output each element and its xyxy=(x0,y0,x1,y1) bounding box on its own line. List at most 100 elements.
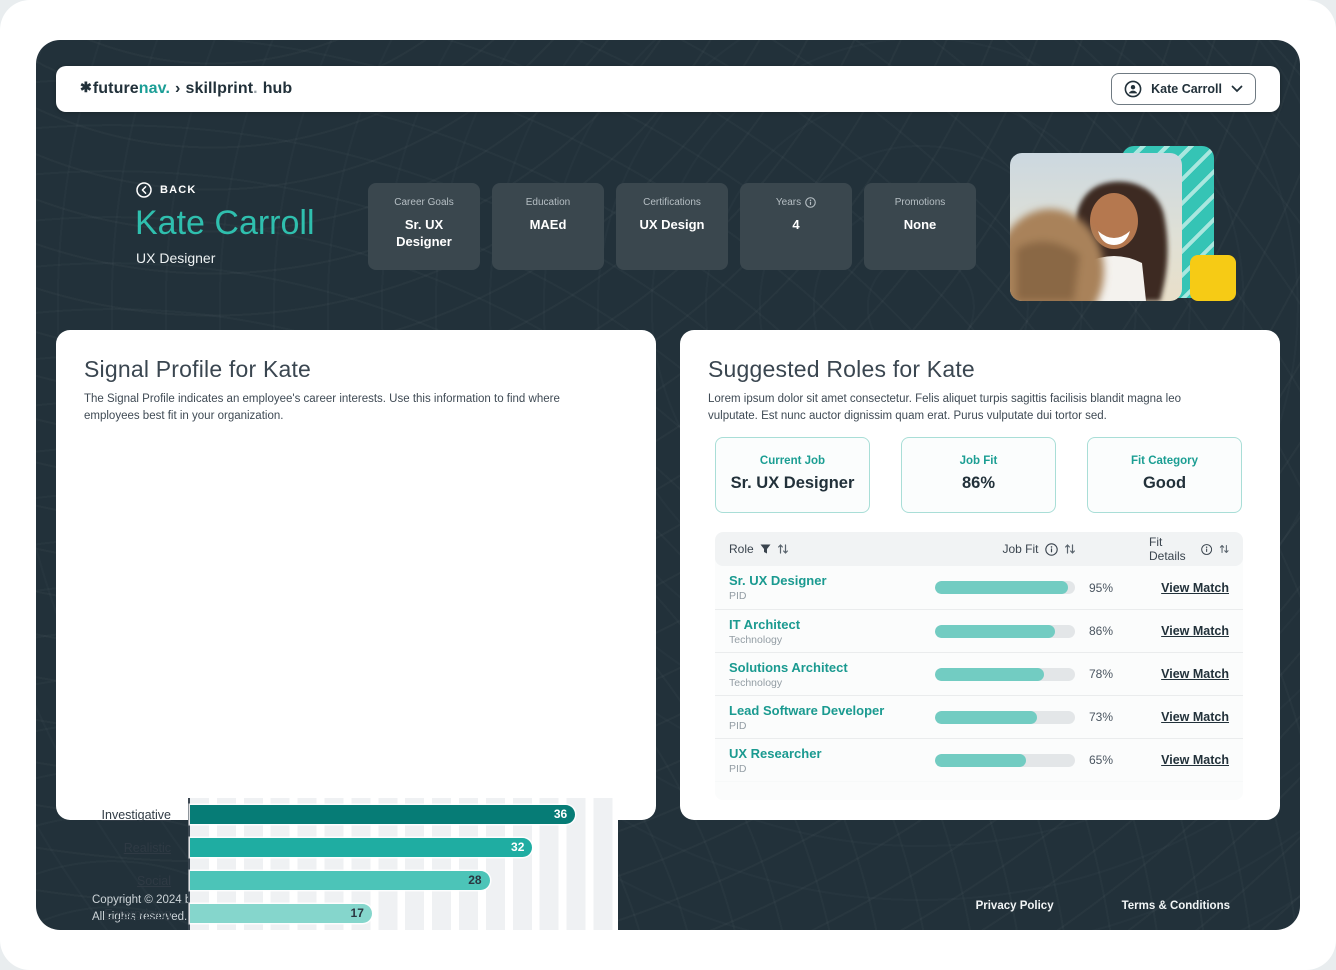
chart-bar[interactable]: 28 xyxy=(190,871,490,890)
chart-category-link[interactable]: Investigative xyxy=(101,807,171,822)
footer-links: Privacy Policy Terms & Conditions xyxy=(976,900,1230,912)
job-fit-cell: 86% xyxy=(929,624,1149,638)
sort-arrows-icon[interactable] xyxy=(777,543,789,555)
table-body: Sr. UX Designer PID 95% View Match IT Ar… xyxy=(715,566,1243,781)
chart-bar-row: Investigative 36 xyxy=(76,798,628,831)
fit-summary-card: Fit Category Good xyxy=(1087,437,1242,513)
employee-stat-card: Education MAEd xyxy=(492,183,604,270)
summary-value: Sr. UX Designer xyxy=(730,474,855,492)
view-match-link[interactable]: View Match xyxy=(1161,753,1229,767)
role-name-link[interactable]: Solutions Architect xyxy=(729,659,848,675)
role-category: PID xyxy=(729,762,747,775)
asterisk-logo-icon: ✱ xyxy=(80,79,92,95)
job-fit-progress-fill xyxy=(935,753,1026,767)
role-name-link[interactable]: Lead Software Developer xyxy=(729,702,885,718)
chart-bar[interactable]: 32 xyxy=(190,838,533,857)
job-fit-progress-fill xyxy=(935,667,1045,681)
employee-name: Kate Carroll xyxy=(135,204,315,242)
stat-value: Sr. UX Designer xyxy=(396,217,452,249)
view-match-link[interactable]: View Match xyxy=(1161,710,1229,724)
chevron-down-icon xyxy=(1231,85,1243,93)
back-button[interactable]: BACK xyxy=(136,182,197,198)
role-name-link[interactable]: UX Researcher xyxy=(729,745,822,761)
logo-separator: › xyxy=(175,80,181,97)
job-fit-progress-track xyxy=(935,624,1075,638)
logo-part-hub: hub xyxy=(262,80,293,97)
chart-plot-area: 32 xyxy=(188,831,618,864)
job-fit-progress-track xyxy=(935,581,1075,594)
chart-category-link[interactable]: Social xyxy=(136,873,171,888)
chart-plot-area: 36 xyxy=(188,798,618,831)
job-fit-percent: 73% xyxy=(1089,710,1114,724)
fit-details-cell: View Match xyxy=(1149,579,1229,597)
job-fit-percent: 78% xyxy=(1089,667,1114,681)
yellow-square-decoration xyxy=(1190,255,1236,301)
stat-label: Career Goals xyxy=(394,197,454,208)
sort-arrows-icon[interactable] xyxy=(1219,543,1229,555)
job-fit-percent: 86% xyxy=(1089,624,1114,638)
chart-category-link[interactable]: Realistic xyxy=(123,840,171,855)
view-match-link[interactable]: View Match xyxy=(1161,580,1229,595)
dark-app-frame: ✱ future nav. › skillprint. hub Kate Carroll … xyxy=(36,40,1300,930)
filter-funnel-icon[interactable] xyxy=(760,544,771,555)
fit-details-cell: View Match xyxy=(1149,622,1229,640)
stat-value: 4 xyxy=(792,217,800,232)
role-category: Technology xyxy=(729,633,783,646)
user-name-label: Kate Carroll xyxy=(1151,82,1222,96)
fit-summary-row: Current Job Sr. UX Designer Job Fit 86% … xyxy=(715,437,1242,513)
logo-part-skillprint: skillprint xyxy=(185,80,254,97)
sort-arrows-icon[interactable] xyxy=(1064,543,1076,555)
job-fit-progress-track xyxy=(935,753,1075,767)
stat-label: Promotions xyxy=(894,197,946,208)
partially-visible-row xyxy=(715,781,1243,800)
role-name-link[interactable]: IT Architect xyxy=(729,616,801,632)
footer-link[interactable]: Terms & Conditions xyxy=(1121,900,1230,912)
role-table-row: Solutions Architect Technology 78% View … xyxy=(715,652,1243,695)
chart-plot-area: 28 xyxy=(188,864,618,897)
role-table-row: UX Researcher PID 65% View Match xyxy=(715,738,1243,781)
column-header-job-fit[interactable]: Job Fit xyxy=(929,542,1149,556)
suggested-roles-table: Role Job Fit Fit Details xyxy=(715,532,1243,800)
logo-dot: . xyxy=(253,80,258,97)
info-circle-icon[interactable] xyxy=(1044,542,1058,556)
view-match-link[interactable]: View Match xyxy=(1161,624,1229,638)
info-circle-icon[interactable] xyxy=(1201,543,1213,556)
bar-value-label: 17 xyxy=(350,906,364,920)
stat-value: UX Design xyxy=(639,217,705,232)
suggested-roles-description: Lorem ipsum dolor sit amet consectetur. … xyxy=(708,393,1181,423)
column-header-role[interactable]: Role xyxy=(729,542,929,556)
chart-bar[interactable]: 36 xyxy=(190,805,576,824)
logo-part-nav: nav. xyxy=(138,80,171,97)
brand-logo[interactable]: ✱ future nav. › skillprint. hub xyxy=(80,79,293,98)
role-table-row: IT Architect Technology 86% View Match xyxy=(715,609,1243,652)
column-header-fit-details[interactable]: Fit Details xyxy=(1149,535,1229,563)
role-table-row: Lead Software Developer PID 73% View Mat… xyxy=(715,695,1243,738)
role-category: Technology xyxy=(729,676,783,689)
signal-profile-title: Signal Profile for Kate xyxy=(84,356,312,382)
job-fit-percent: 95% xyxy=(1089,580,1114,595)
bar-value-label: 28 xyxy=(468,873,482,887)
stat-value: None xyxy=(903,217,937,232)
role-name-link[interactable]: Sr. UX Designer xyxy=(729,573,827,588)
chart-bar-row: Social 28 xyxy=(76,864,628,897)
role-category: PID xyxy=(729,590,747,602)
fit-summary-card: Job Fit 86% xyxy=(901,437,1056,513)
fit-details-cell: View Match xyxy=(1149,751,1229,769)
user-menu-dropdown[interactable]: Kate Carroll xyxy=(1111,73,1256,105)
job-fit-progress-track xyxy=(935,667,1075,681)
footer-link[interactable]: Privacy Policy xyxy=(975,900,1054,912)
employee-photo xyxy=(1010,153,1182,301)
info-circle-icon[interactable] xyxy=(805,197,816,208)
role-table-row: Sr. UX Designer PID 95% View Match xyxy=(715,566,1243,609)
chart-category-link[interactable]: Enterprising xyxy=(104,906,171,921)
chart-bar[interactable]: 17 xyxy=(190,904,372,923)
job-fit-progress-track xyxy=(935,710,1075,724)
job-fit-column-label: Job Fit xyxy=(1002,542,1039,556)
chart-bar-row: Realistic 32 xyxy=(76,831,628,864)
fit-summary-card: Current Job Sr. UX Designer xyxy=(715,437,870,513)
view-match-link[interactable]: View Match xyxy=(1161,667,1229,681)
bar-value-label: 32 xyxy=(511,840,525,854)
role-cell: UX Researcher PID xyxy=(729,746,929,775)
employee-job-title: UX Designer xyxy=(136,250,216,266)
